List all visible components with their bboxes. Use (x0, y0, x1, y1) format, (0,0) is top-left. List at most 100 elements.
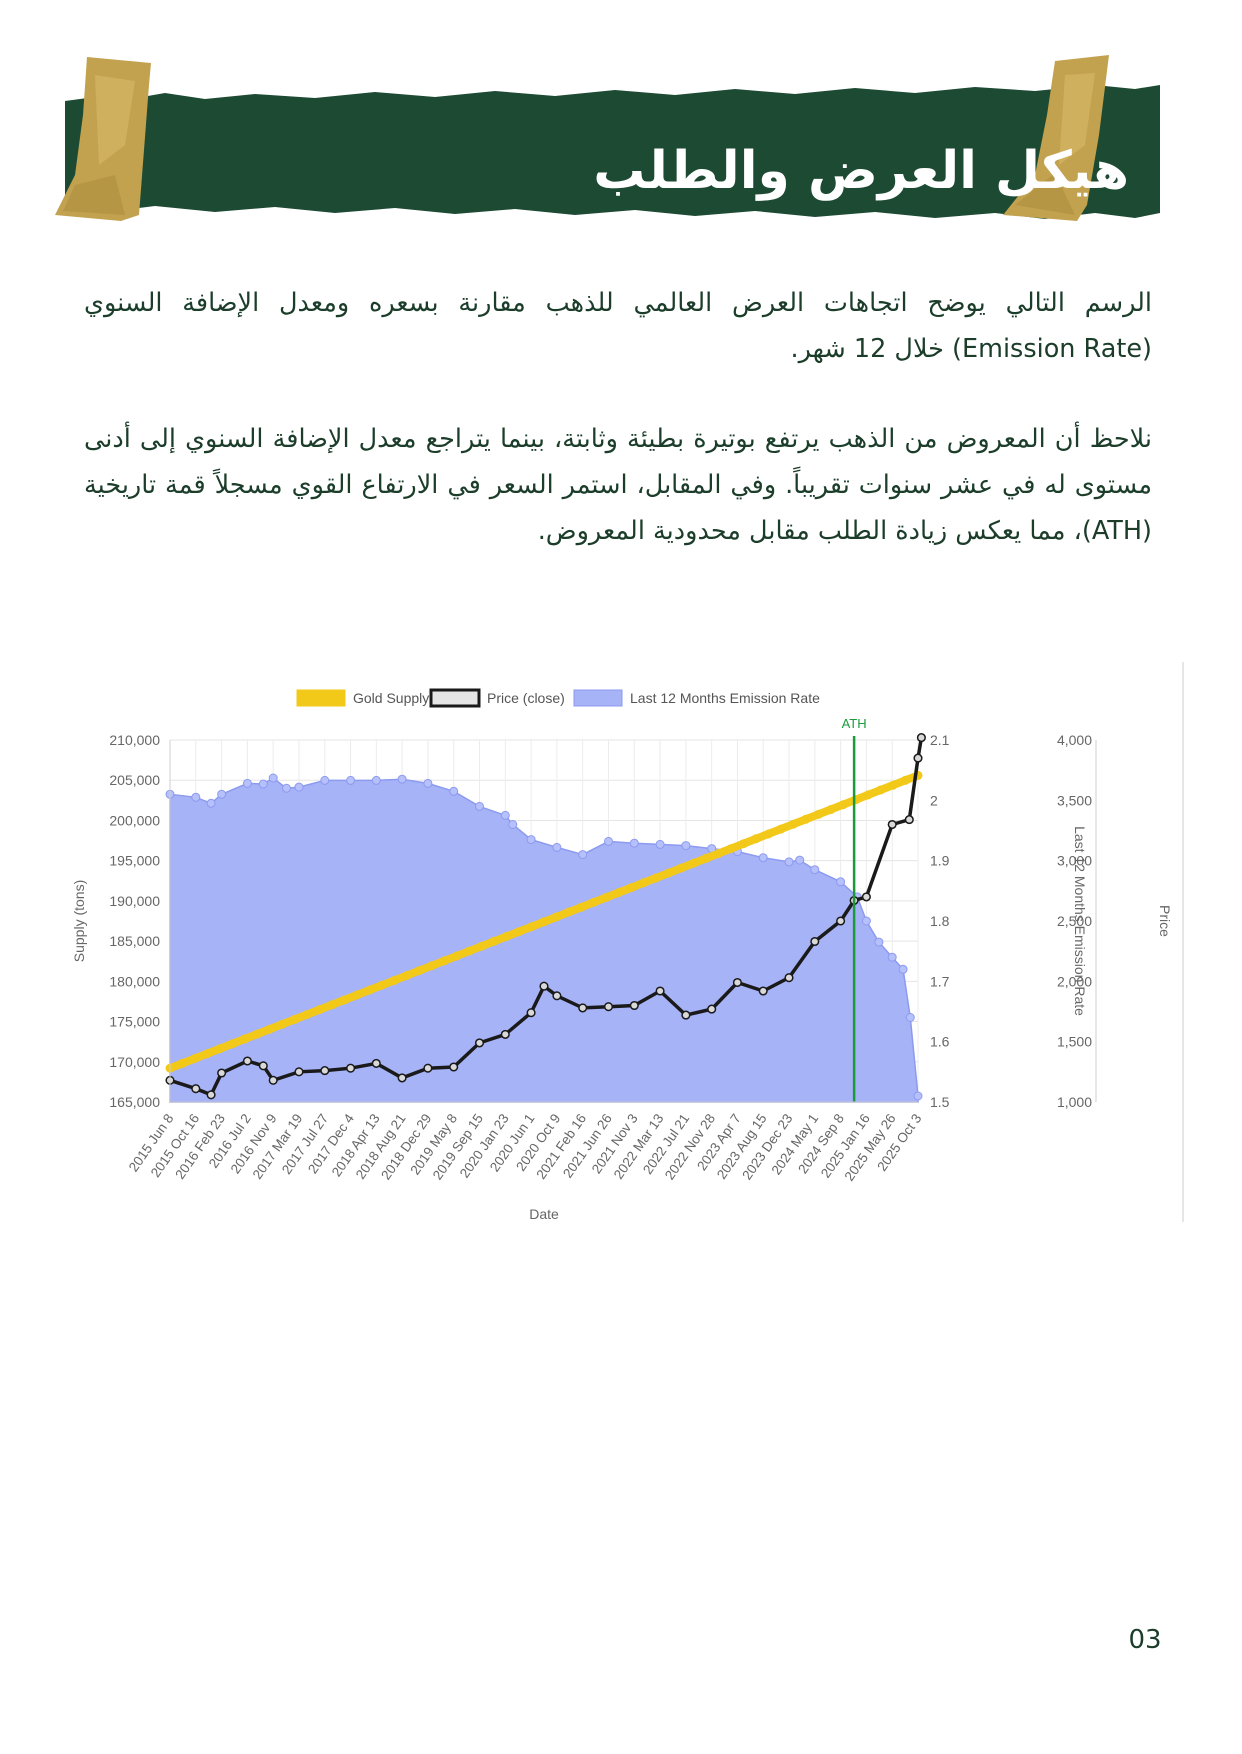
emission-point (578, 850, 588, 860)
gold-supply-point (601, 892, 611, 902)
gold-supply-point (227, 1039, 237, 1049)
emission-point (758, 853, 768, 863)
price-point (836, 916, 846, 926)
gold-supply-point (302, 1010, 312, 1019)
price-point (810, 936, 820, 947)
emission-point (874, 937, 884, 947)
gold-supply-point (689, 858, 699, 868)
emission-point (836, 877, 846, 887)
gold-supply-point (315, 1005, 325, 1015)
price-point (258, 1061, 268, 1071)
gold-supply-point (414, 966, 424, 976)
supply-tick-label: 165,000 (109, 1094, 160, 1110)
gold-supply-point (739, 839, 748, 849)
legend-swatch-1 (429, 688, 481, 708)
gold-supply-point (427, 961, 437, 971)
price-point (913, 753, 923, 763)
supply-tick-label: 170,000 (109, 1054, 160, 1070)
price-tick-label: 1,500 (1057, 1034, 1092, 1050)
emission-point (449, 786, 459, 796)
price-point (500, 1029, 510, 1039)
gold-supply-point (439, 956, 449, 966)
emission-tick-label: 1.9 (930, 853, 950, 869)
emission-point (346, 775, 356, 785)
gold-supply-point (639, 878, 649, 888)
supply-tick-label: 180,000 (109, 973, 160, 989)
price-point (242, 1056, 252, 1066)
tape-left (55, 57, 151, 221)
emission-tick-label: 1.7 (930, 973, 950, 989)
emission-point (508, 820, 518, 829)
price-point (474, 1038, 485, 1048)
price-point (784, 973, 794, 983)
gold-supply-point (527, 922, 536, 932)
gold-supply-point (240, 1034, 250, 1044)
price-point (578, 1003, 588, 1013)
emission-point (371, 775, 381, 785)
price-point (217, 1068, 227, 1078)
gold-supply-point (539, 917, 549, 927)
gold-supply-point (402, 971, 412, 980)
gold-supply-point (464, 946, 474, 956)
supply-axis-title: Supply (tons) (71, 880, 87, 962)
gold-supply-point (876, 785, 886, 795)
legend-swatch-2 (573, 689, 623, 707)
supply-tick-label: 205,000 (109, 772, 160, 788)
gold-supply-point (751, 834, 761, 844)
gold-supply-point (626, 883, 636, 893)
gold-supply-point (290, 1014, 300, 1024)
emission-point (810, 865, 820, 875)
gold-supply-point (514, 927, 524, 937)
gold-supply-point (202, 1049, 212, 1059)
gold-supply-point (614, 888, 624, 897)
gold-supply-point (714, 849, 723, 858)
page-title: هيكل العرض والطلب (593, 141, 1129, 201)
gold-supply-point (477, 941, 487, 951)
emission-point (905, 1013, 915, 1022)
emission-point (898, 964, 908, 974)
gold-supply-point (389, 975, 399, 985)
emission-tick-label: 1.5 (930, 1094, 950, 1110)
emission-point (795, 855, 805, 865)
supply-tick-label: 210,000 (109, 732, 160, 748)
emission-point (500, 810, 510, 820)
price-point (346, 1063, 356, 1073)
emission-point (552, 842, 562, 852)
price-point (681, 1010, 691, 1020)
price-tick-label: 1,000 (1057, 1094, 1092, 1110)
emission-point (242, 778, 252, 788)
price-point (861, 892, 871, 902)
price-point (629, 1000, 639, 1011)
gold-supply-point (452, 951, 462, 961)
emission-point (294, 782, 304, 792)
gold-supply-point (327, 1000, 337, 1010)
emission-point (423, 778, 433, 788)
gold-supply-point (564, 907, 574, 917)
gold-supply-point (851, 795, 861, 805)
price-tick-label: 2,500 (1057, 913, 1092, 929)
emission-point (258, 779, 268, 789)
gold-supply-point (676, 863, 686, 873)
gold-supply-point (190, 1054, 200, 1063)
intro-paragraph: الرسم التالي يوضح اتجاهات العرض العالمي … (84, 288, 1152, 364)
gold-supply-point (502, 931, 512, 941)
supply-price-chart: Gold Supply Price (close) Last 12 Months E… (60, 662, 1185, 1222)
emission-point (681, 841, 691, 851)
price-tick-label: 3,000 (1057, 853, 1092, 869)
emission-tick-label: 1.8 (930, 913, 950, 929)
gold-supply-point (377, 980, 387, 990)
price-point (732, 977, 742, 988)
legend-label-1: Price (close) (487, 690, 565, 706)
supply-tick-label: 200,000 (109, 812, 160, 828)
gold-supply-point (801, 814, 811, 824)
emission-point (913, 1091, 923, 1101)
price-point (552, 991, 562, 1001)
emission-point (655, 839, 665, 849)
emission-point (320, 775, 330, 785)
gold-supply-point (651, 873, 661, 883)
supply-tick-label: 175,000 (109, 1014, 160, 1030)
gold-supply-point (178, 1058, 187, 1068)
gold-supply-point (576, 902, 586, 912)
emission-point (784, 857, 794, 867)
gold-supply-point (838, 800, 848, 810)
